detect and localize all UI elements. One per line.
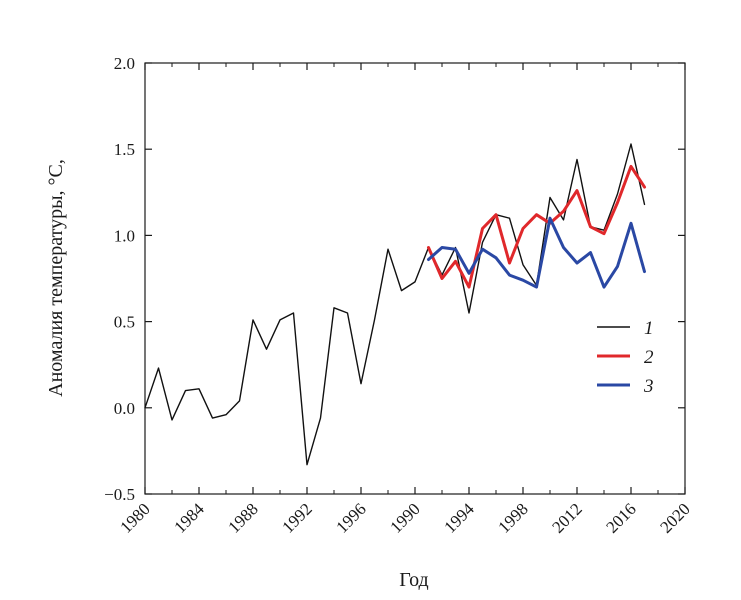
x-tick-label: 1988 xyxy=(224,499,261,536)
legend-label-2: 2 xyxy=(644,347,654,368)
x-tick-label: 1990 xyxy=(386,499,423,536)
x-tick-label: 1996 xyxy=(332,499,369,536)
y-tick-label: 0.5 xyxy=(114,313,135,332)
y-axis-title: Аномалия температуры, °С, xyxy=(45,159,67,397)
series-line-2 xyxy=(427,164,646,289)
series-line-3 xyxy=(427,216,646,289)
x-tick-label: 2016 xyxy=(602,499,639,536)
x-tick-label: 1994 xyxy=(440,499,478,537)
x-tick-label: 2012 xyxy=(548,499,585,536)
y-tick-label: 1.5 xyxy=(114,140,135,159)
plot-frame xyxy=(144,62,686,495)
x-tick-label: 1992 xyxy=(278,499,315,536)
legend-label-3: 3 xyxy=(643,376,654,397)
legend-label-1: 1 xyxy=(644,318,654,339)
series-line-1 xyxy=(144,143,646,466)
x-axis-title: Год xyxy=(399,569,428,591)
y-tick-label: 1.0 xyxy=(114,226,135,245)
x-tick-label: 1998 xyxy=(494,499,531,536)
y-tick-label: 2.0 xyxy=(114,54,135,73)
x-tick-label: 1980 xyxy=(116,499,153,536)
y-tick-label: 0.0 xyxy=(114,399,135,418)
x-tick-label: 2020 xyxy=(656,499,693,536)
y-tick-label: −0.5 xyxy=(104,485,135,504)
x-tick-label: 1984 xyxy=(170,499,208,537)
